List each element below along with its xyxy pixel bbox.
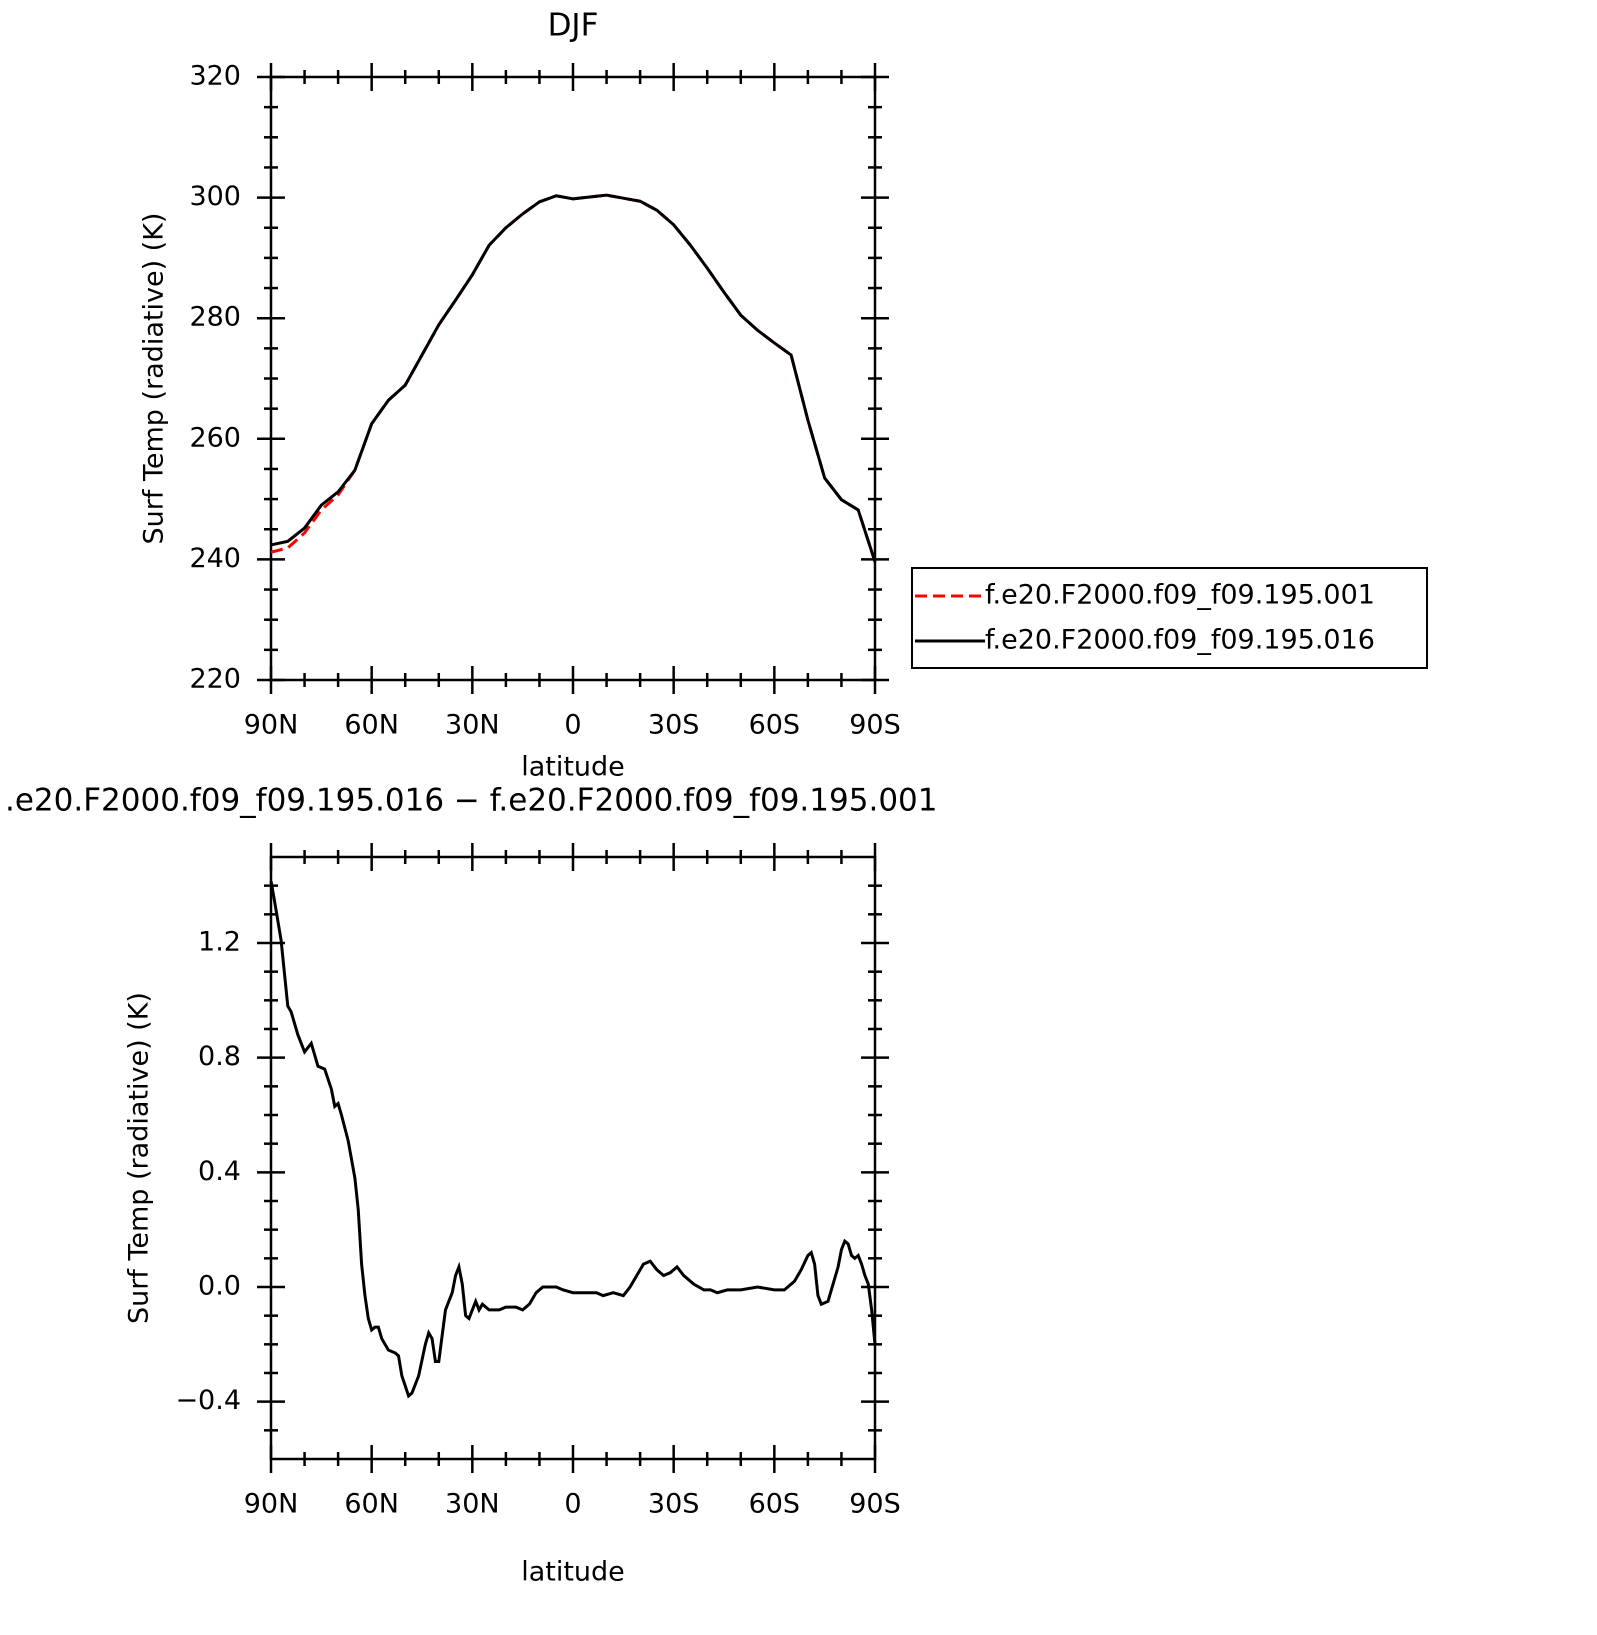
y-axis-label: Surf Temp (radiative) (K)	[139, 213, 170, 545]
legend-label: f.e20.F2000.f09_f09.195.001	[985, 580, 1375, 611]
x-tick-label: 60N	[344, 710, 399, 741]
x-tick-label: 90N	[244, 1489, 299, 1520]
y-tick-label: 280	[189, 302, 241, 333]
x-tick-label: 60N	[344, 1489, 399, 1520]
y-tick-label: 0.4	[198, 1156, 241, 1187]
y-axis-label: Surf Temp (radiative) (K)	[124, 992, 155, 1324]
x-tick-label: 0	[564, 1489, 581, 1520]
y-tick-label: 1.2	[198, 927, 241, 958]
data-line	[269, 880, 877, 1399]
data-line	[270, 193, 877, 563]
y-tick-label: 0.0	[198, 1271, 241, 1302]
x-tick-label: 90N	[244, 710, 299, 741]
x-tick-label: 60S	[749, 710, 801, 741]
legend-label: f.e20.F2000.f09_f09.195.016	[985, 625, 1375, 656]
plot-frame	[269, 855, 877, 1461]
x-axis-label: latitude	[521, 1557, 625, 1588]
plot-frame	[269, 75, 877, 682]
legend-box	[911, 567, 1428, 669]
x-tick-label: 90S	[849, 710, 901, 741]
data-line	[270, 193, 877, 563]
x-axis-label: latitude	[521, 752, 625, 783]
x-tick-label: 30N	[445, 710, 500, 741]
y-tick-label: 320	[189, 61, 241, 92]
x-tick-label: 0	[564, 710, 581, 741]
x-tick-label: 30S	[648, 710, 700, 741]
x-tick-label: 30N	[445, 1489, 500, 1520]
y-tick-label: 0.8	[198, 1041, 241, 1072]
x-tick-label: 90S	[849, 1489, 901, 1520]
x-tick-label: 30S	[648, 1489, 700, 1520]
y-tick-label: 220	[189, 664, 241, 695]
chart-title: DJF	[548, 8, 599, 44]
x-tick-label: 60S	[749, 1489, 801, 1520]
y-tick-label: 240	[189, 543, 241, 574]
y-tick-label: 260	[189, 422, 241, 453]
y-tick-label: −0.4	[175, 1385, 241, 1416]
y-tick-label: 300	[189, 181, 241, 212]
chart-title: .e20.F2000.f09_f09.195.016 − f.e20.F2000…	[5, 783, 937, 819]
